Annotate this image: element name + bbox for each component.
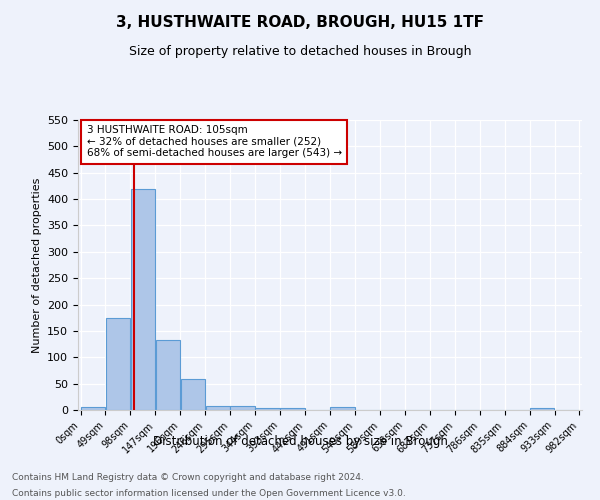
- Bar: [106, 318, 130, 410]
- Bar: [330, 408, 355, 410]
- Text: Distribution of detached houses by size in Brough: Distribution of detached houses by size …: [152, 435, 448, 448]
- Bar: [280, 408, 305, 410]
- Bar: [81, 408, 105, 410]
- Bar: [530, 408, 554, 410]
- Bar: [131, 188, 155, 410]
- Bar: [256, 408, 280, 410]
- Y-axis label: Number of detached properties: Number of detached properties: [32, 178, 41, 352]
- Text: 3 HUSTHWAITE ROAD: 105sqm
← 32% of detached houses are smaller (252)
68% of semi: 3 HUSTHWAITE ROAD: 105sqm ← 32% of detac…: [86, 126, 342, 158]
- Text: 3, HUSTHWAITE ROAD, BROUGH, HU15 1TF: 3, HUSTHWAITE ROAD, BROUGH, HU15 1TF: [116, 15, 484, 30]
- Bar: [181, 380, 205, 410]
- Text: Contains public sector information licensed under the Open Government Licence v3: Contains public sector information licen…: [12, 489, 406, 498]
- Text: Size of property relative to detached houses in Brough: Size of property relative to detached ho…: [129, 45, 471, 58]
- Bar: [155, 340, 180, 410]
- Bar: [230, 406, 255, 410]
- Text: Contains HM Land Registry data © Crown copyright and database right 2024.: Contains HM Land Registry data © Crown c…: [12, 472, 364, 482]
- Bar: [206, 406, 230, 410]
